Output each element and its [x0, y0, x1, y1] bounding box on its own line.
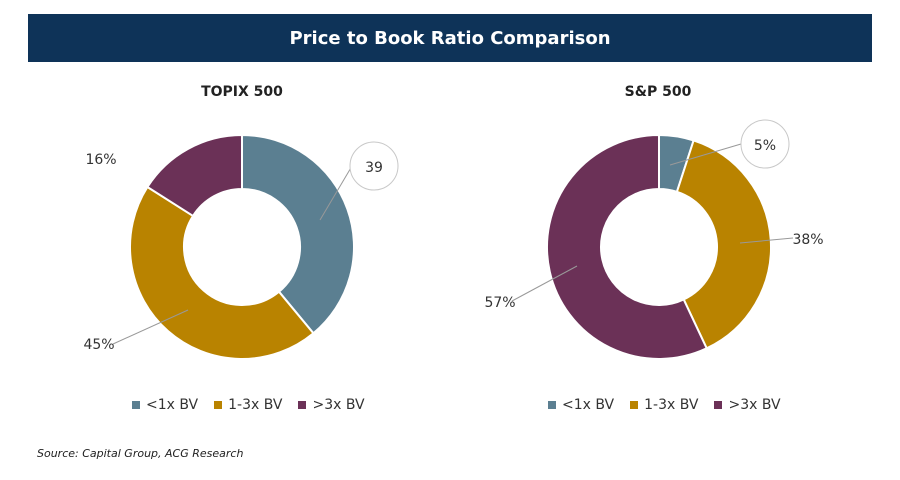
- source-note: Source: Capital Group, ACG Research: [37, 447, 244, 460]
- legend-item-lt1x: <1x BV: [132, 397, 198, 413]
- legend-label: 1-3x BV: [644, 397, 699, 413]
- legend-swatch-gt3x: [298, 401, 307, 409]
- legend-label: >3x BV: [312, 397, 365, 413]
- slice-label: 38%: [792, 232, 823, 248]
- legend-item-gt3x: >3x BV: [298, 397, 365, 413]
- legend-label: <1x BV: [562, 397, 615, 413]
- slice-label: 39: [365, 160, 383, 176]
- legend-swatch-lt1x: [132, 401, 140, 409]
- leader-line: [739, 237, 794, 244]
- leader-line: [112, 309, 189, 345]
- slice-lt1x: [241, 133, 355, 335]
- chart-title-sp500: S&P 500: [624, 84, 692, 100]
- legend-swatch-gt3x: [714, 401, 723, 409]
- slice-label: 5%: [754, 138, 776, 154]
- legend-item-1to3x: 1-3x BV: [214, 397, 282, 413]
- legend-label: >3x BV: [728, 397, 781, 413]
- slice-label: 57%: [484, 295, 515, 311]
- leader-line: [669, 143, 742, 166]
- legend-item-lt1x: <1x BV: [548, 397, 614, 413]
- page-title: Price to Book Ratio Comparison: [28, 14, 872, 62]
- legend-topix: <1x BV 1-3x BV >3x BV: [132, 397, 365, 413]
- legend-swatch-lt1x: [548, 401, 556, 409]
- slice-gt3x: [146, 133, 243, 218]
- legend-swatch-1to3x: [214, 401, 223, 409]
- legend-item-gt3x: >3x BV: [714, 397, 781, 413]
- leader-line: [511, 265, 578, 302]
- legend-swatch-1to3x: [630, 401, 639, 409]
- legend-label: 1-3x BV: [228, 397, 283, 413]
- slice-label: 16%: [85, 152, 116, 168]
- slice-gt3x: [546, 133, 709, 360]
- slice-label: 45%: [83, 337, 114, 353]
- legend-label: <1x BV: [146, 397, 199, 413]
- label-bubble: [740, 119, 790, 169]
- label-bubble: [349, 141, 399, 191]
- slice-1to3x: [675, 139, 772, 350]
- legend-sp500: <1x BV 1-3x BV >3x BV: [548, 397, 781, 413]
- leader-line: [319, 165, 353, 221]
- chart-title-topix: TOPIX 500: [201, 84, 283, 100]
- legend-item-1to3x: 1-3x BV: [630, 397, 698, 413]
